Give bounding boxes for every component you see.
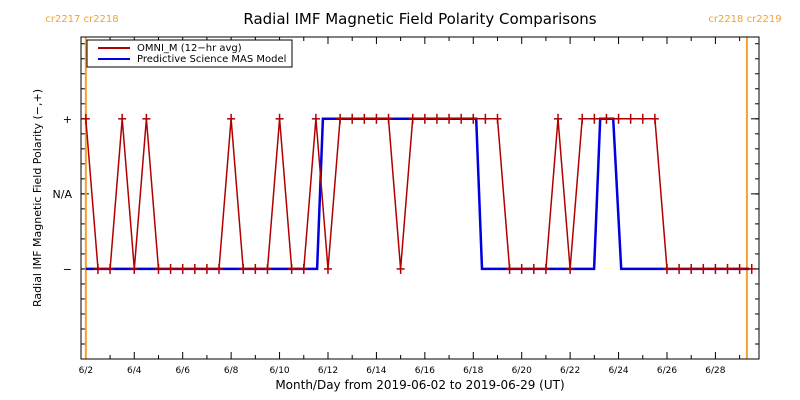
chart-title: Radial IMF Magnetic Field Polarity Compa… xyxy=(243,10,596,28)
x-tick-label: 6/14 xyxy=(366,366,386,376)
x-tick-label: 6/4 xyxy=(127,366,142,376)
legend-label-mas: Predictive Science MAS Model xyxy=(137,54,286,65)
x-axis-ticks: 6/2 6/4 6/6 6/8 6/10 6/12 6/14 6/16 6/18 6/20 6/22… xyxy=(79,37,726,376)
plot-frame xyxy=(80,36,760,360)
omni-line xyxy=(85,118,752,270)
axis-minor-ticks xyxy=(81,37,759,359)
x-tick-label: 6/20 xyxy=(512,366,532,376)
y-axis-label: Radial IMF Magnetic Field Polarity (−,+) xyxy=(31,89,44,307)
series-mas-model xyxy=(85,117,750,271)
x-tick-label: 6/24 xyxy=(608,366,628,376)
x-tick-label: 6/22 xyxy=(560,366,580,376)
cr-label-left: cr2217 cr2218 xyxy=(45,14,118,25)
y-tick-label: + xyxy=(63,113,72,126)
cr-label-right: cr2218 cr2219 xyxy=(708,14,781,25)
carrington-lines xyxy=(84,37,748,359)
x-tick-label: 6/2 xyxy=(79,366,93,376)
x-tick-label: 6/10 xyxy=(269,366,289,376)
x-tick-label: 6/12 xyxy=(318,366,338,376)
x-axis-label: Month/Day from 2019-06-02 to 2019-06-29 … xyxy=(275,378,564,392)
legend-label-omni: OMNI_M (12−hr avg) xyxy=(137,43,242,54)
series-omni xyxy=(81,113,756,274)
x-tick-label: 6/18 xyxy=(463,366,483,376)
x-tick-label: 6/8 xyxy=(224,366,239,376)
x-tick-label: 6/6 xyxy=(175,366,190,376)
x-tick-label: 6/26 xyxy=(657,366,677,376)
x-tick-label: 6/16 xyxy=(415,366,435,376)
x-tick-label: 6/28 xyxy=(705,366,725,376)
legend: OMNI_M (12−hr avg) Predictive Science MA… xyxy=(86,39,293,68)
mas-model-line xyxy=(85,117,750,271)
legend-box xyxy=(86,39,293,68)
y-axis-ticks: + N/A − xyxy=(53,113,759,276)
y-tick-label: N/A xyxy=(53,188,73,201)
y-tick-label: − xyxy=(63,263,72,276)
